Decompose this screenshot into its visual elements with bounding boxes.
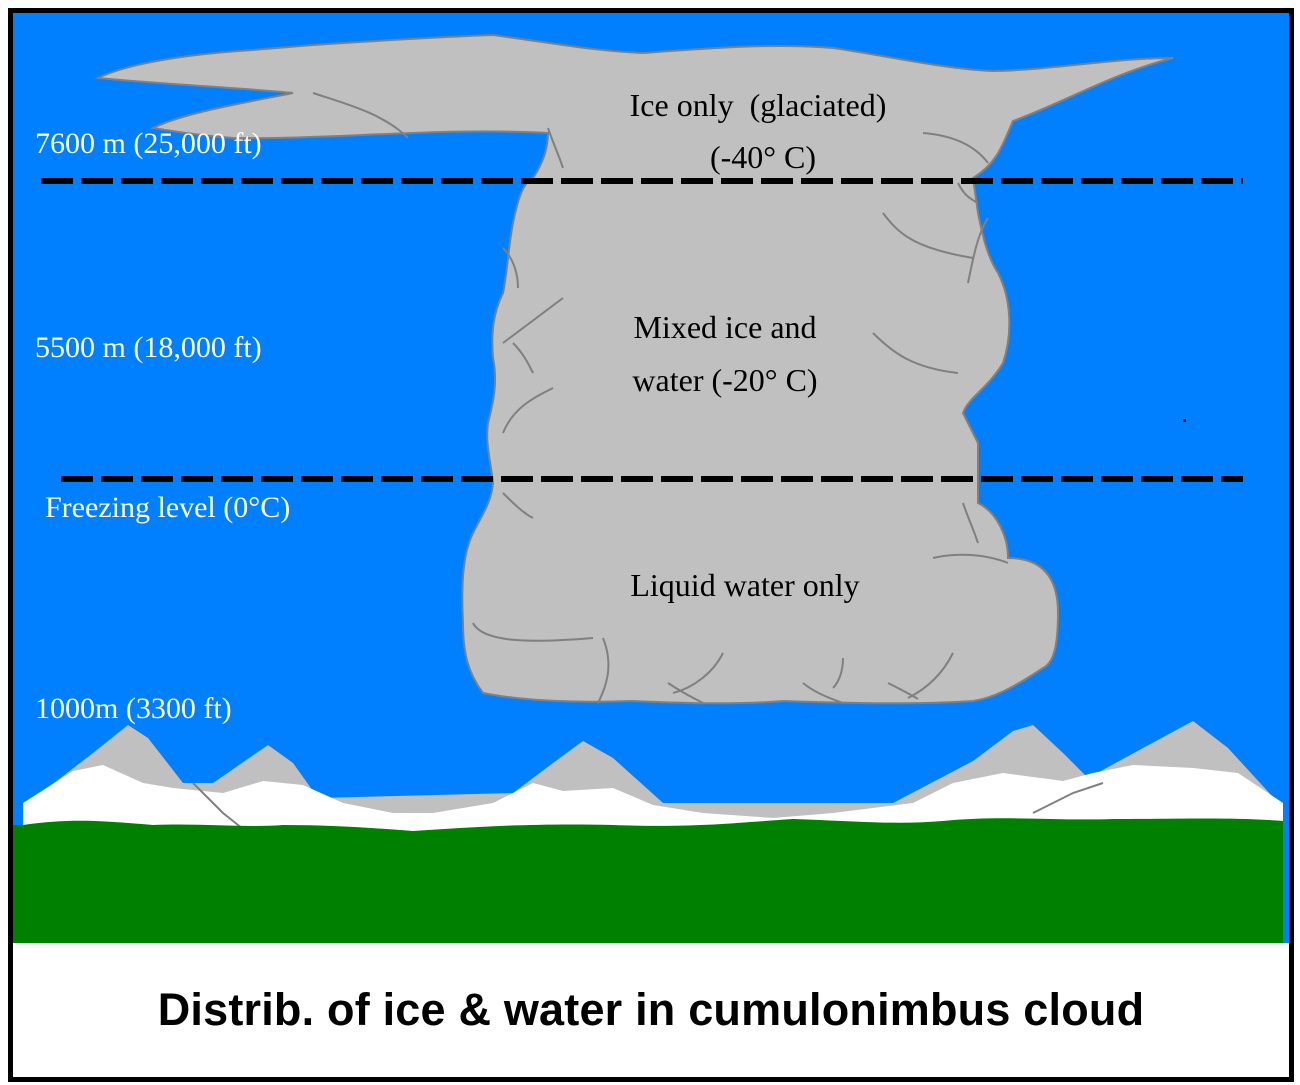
zone-liquid-line1: Liquid water only <box>630 567 859 603</box>
diagram-caption: Distrib. of ice & water in cumulonimbus … <box>13 943 1289 1077</box>
cumulonimbus-cloud <box>94 33 1174 705</box>
zone-mixed-line2: water (-20° C) <box>632 362 817 398</box>
speck <box>1183 419 1186 422</box>
zone-ice-line2: (-40° C) <box>710 139 816 175</box>
zone-mixed-line1: Mixed ice and <box>633 309 816 345</box>
green-ground <box>13 818 1283 943</box>
altitude-label-7600m: 7600 m (25,000 ft) <box>35 127 262 160</box>
cloud-crease-lines <box>312 92 1009 704</box>
altitude-label-1000m: 1000m (3300 ft) <box>35 692 232 725</box>
zone-ice-line1: Ice only (glaciated) <box>630 87 887 123</box>
altitude-label-5500m: 5500 m (18,000 ft) <box>35 331 262 364</box>
altitude-label-freezing: Freezing level (0°C) <box>45 491 290 524</box>
diagram-frame: 7600 m (25,000 ft) 5500 m (18,000 ft) Fr… <box>8 8 1294 1082</box>
cumulonimbus-scene: 7600 m (25,000 ft) 5500 m (18,000 ft) Fr… <box>13 13 1289 943</box>
